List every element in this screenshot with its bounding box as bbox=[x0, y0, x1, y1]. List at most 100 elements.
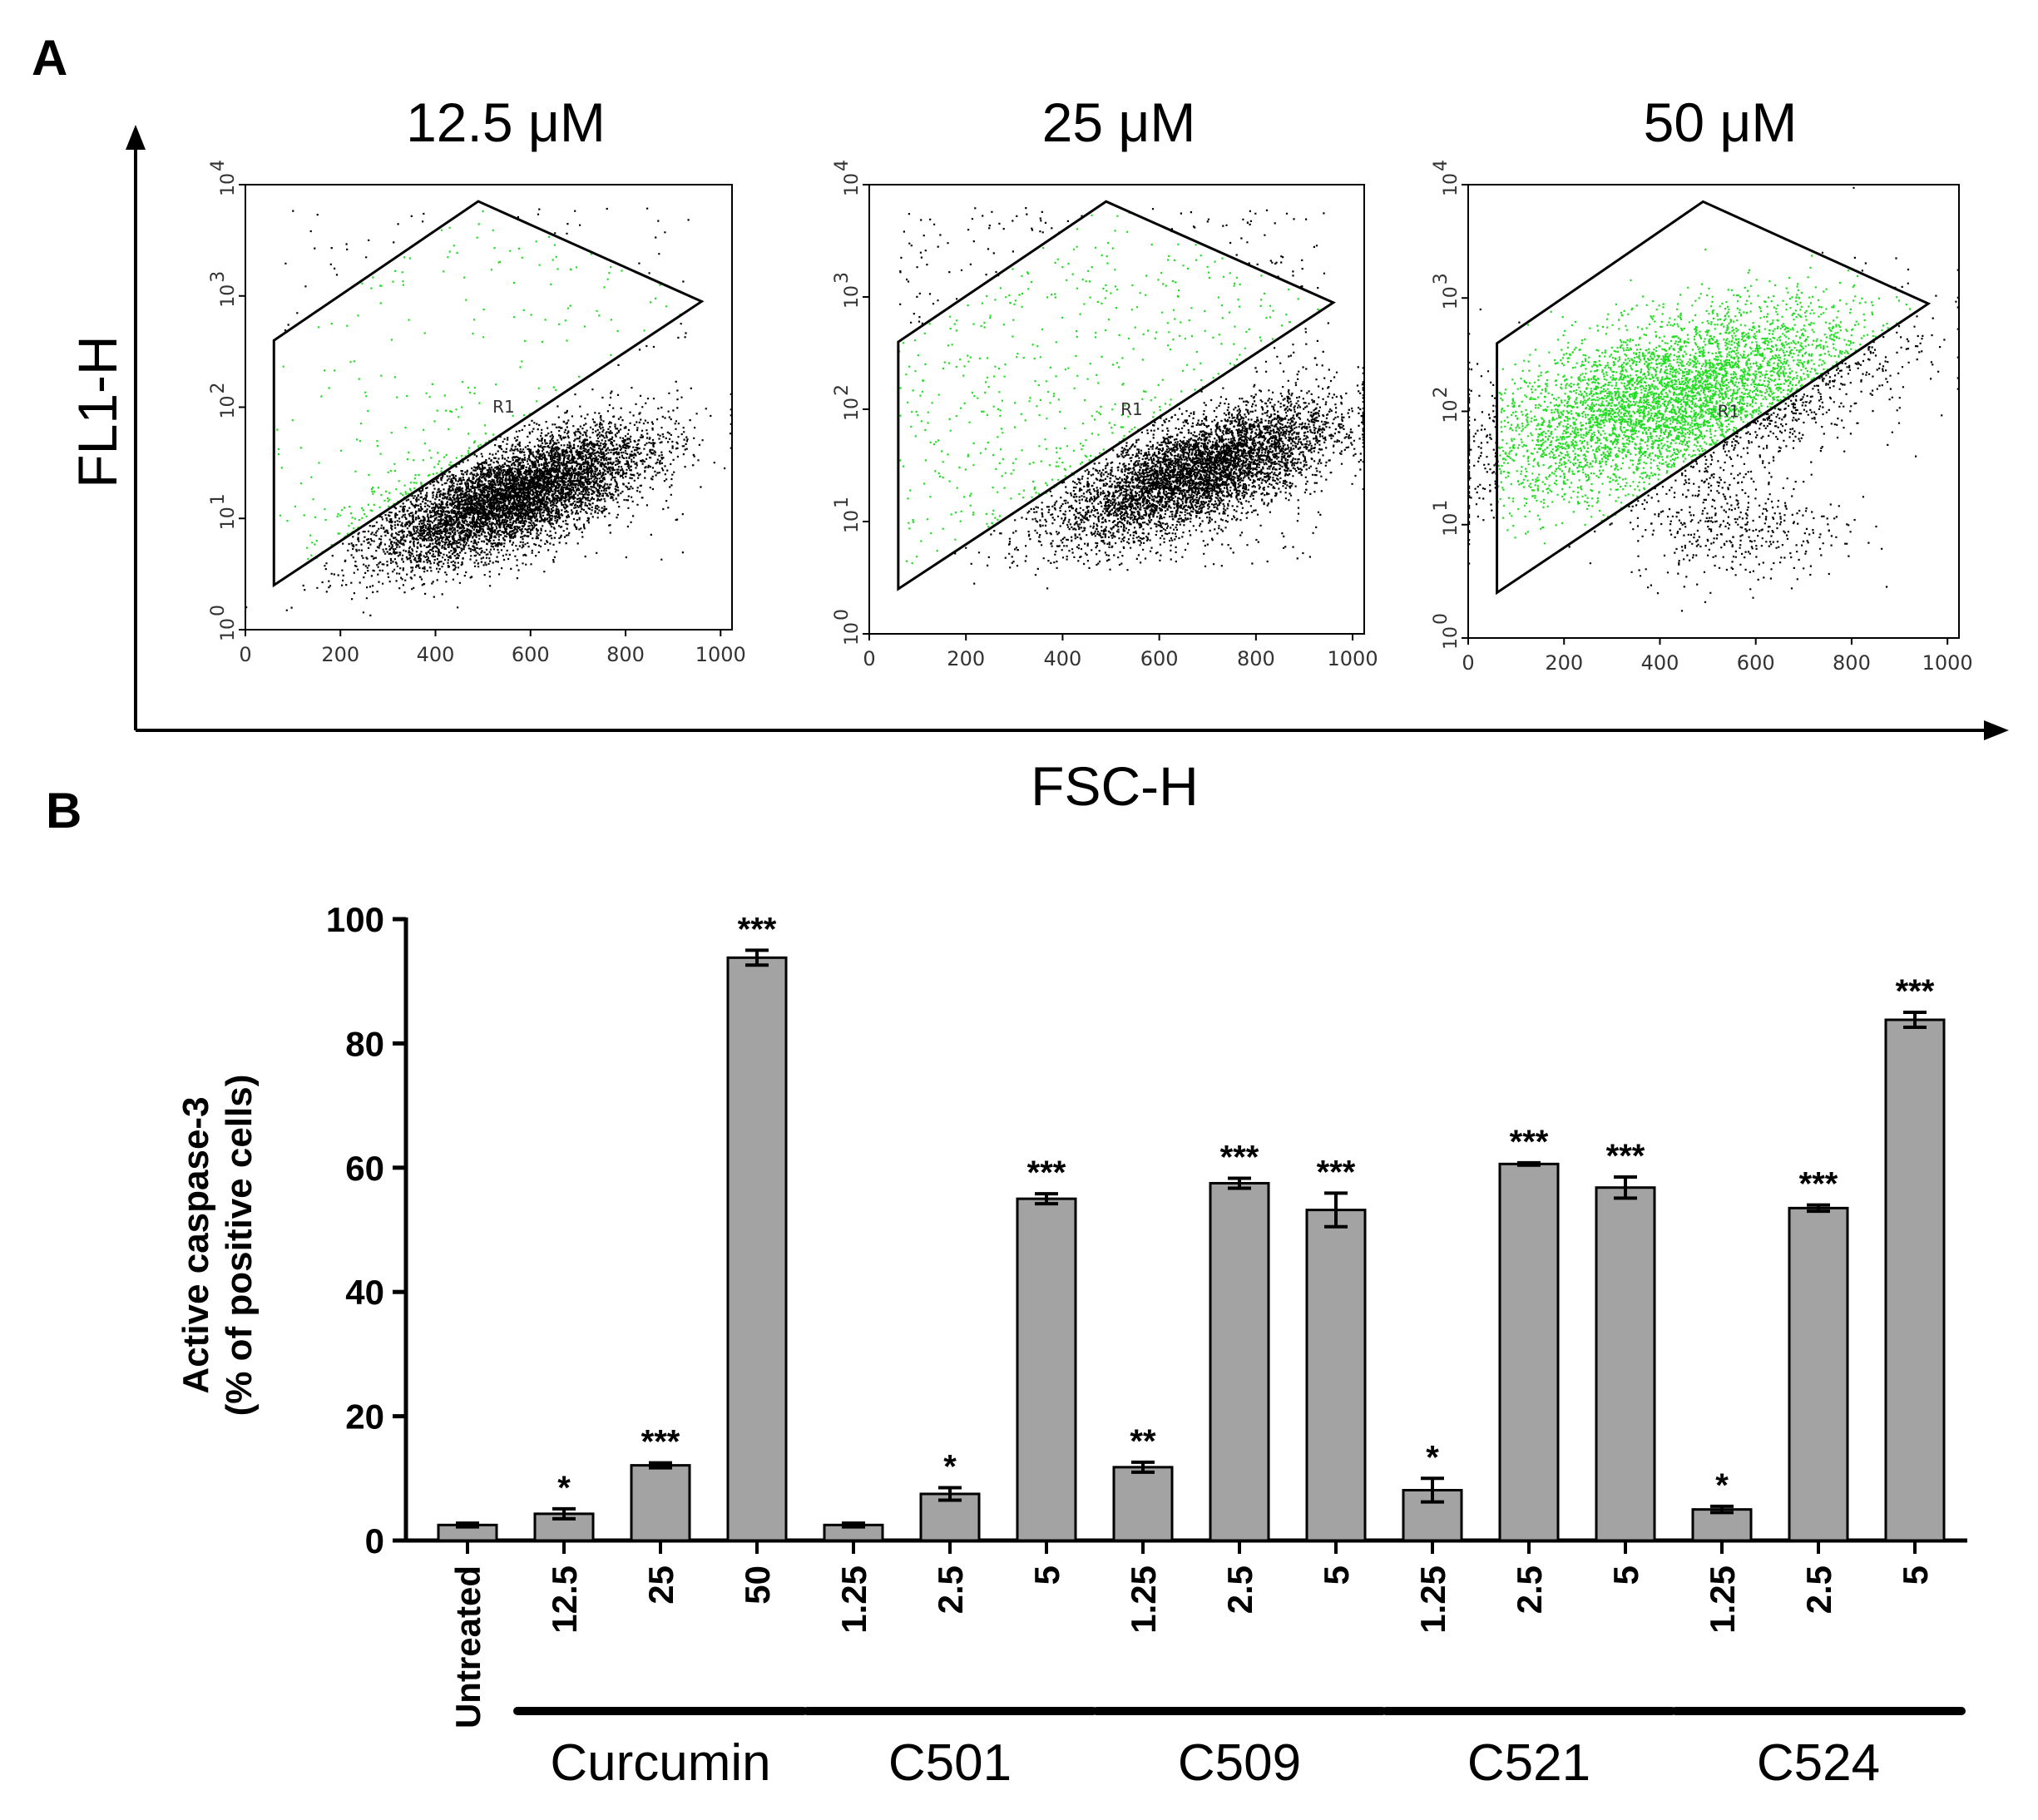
x-tick-label: 600 bbox=[512, 643, 550, 666]
y-decade-base: 10 bbox=[218, 618, 239, 641]
y-decade-exponent: 1 bbox=[208, 493, 229, 505]
y-decade-base: 10 bbox=[1441, 400, 1462, 423]
category-label: 2.5 bbox=[1510, 1565, 1549, 1614]
category-label: 5 bbox=[1317, 1565, 1356, 1585]
y-tick-label: 100 bbox=[326, 900, 384, 939]
y-decade-label: 100 bbox=[832, 609, 863, 645]
flow-plot-title: 50 μM bbox=[1644, 91, 1798, 153]
y-decade-base: 10 bbox=[842, 510, 863, 533]
y-decade-base: 10 bbox=[218, 173, 239, 196]
ungated-events bbox=[245, 207, 732, 616]
y-decade-label: 104 bbox=[1431, 160, 1462, 196]
bar-group: *** 5 bbox=[1016, 1155, 1077, 1585]
y-tick-label: 20 bbox=[345, 1397, 384, 1437]
y-decade-exponent: 0 bbox=[832, 609, 853, 621]
bar bbox=[1209, 1181, 1270, 1542]
y-decade-label: 100 bbox=[1431, 613, 1462, 650]
y-decade-exponent: 2 bbox=[1431, 387, 1452, 398]
x-tick-label: 800 bbox=[606, 643, 645, 666]
gate-label: R1 bbox=[492, 397, 515, 417]
panel-b-y-axis-label: Active caspase-3 (% of positive cells) bbox=[176, 1075, 260, 1417]
bar-group: *** 2.5 bbox=[1209, 1139, 1270, 1614]
group-label: Curcumin bbox=[550, 1734, 770, 1792]
group-bracket: Curcumin bbox=[513, 1707, 808, 1792]
category-label: 25 bbox=[641, 1565, 680, 1605]
bar-group: 1.25 bbox=[823, 1521, 884, 1634]
y-label-line2: (% of positive cells) bbox=[219, 1075, 260, 1417]
group-label: C521 bbox=[1467, 1734, 1590, 1792]
panel-a-y-axis-label: FL1-H bbox=[67, 335, 128, 487]
x-tick-label: 600 bbox=[1737, 651, 1775, 675]
x-tick-label: 600 bbox=[1140, 647, 1179, 670]
y-decade-exponent: 4 bbox=[208, 160, 229, 171]
y-tick-label: 60 bbox=[345, 1149, 384, 1188]
significance-label: *** bbox=[641, 1424, 680, 1461]
category-label: 5 bbox=[1896, 1565, 1935, 1585]
gate-label: R1 bbox=[1718, 401, 1740, 421]
bar-group: *** 5 bbox=[1305, 1154, 1367, 1585]
significance-label: *** bbox=[1896, 973, 1935, 1010]
y-decade-base: 10 bbox=[1441, 286, 1462, 309]
y-decade-base: 10 bbox=[842, 622, 863, 645]
x-tick-label: 200 bbox=[947, 647, 985, 670]
category-label: 2.5 bbox=[931, 1565, 970, 1614]
panel-a-label: A bbox=[32, 30, 67, 86]
significance-label: * bbox=[557, 1470, 571, 1506]
x-tick-label: 1000 bbox=[695, 643, 746, 666]
y-decade-base: 10 bbox=[218, 507, 239, 530]
bar-group: *** 25 bbox=[630, 1424, 691, 1605]
y-decade-exponent: 0 bbox=[1431, 613, 1452, 625]
y-decade-label: 102 bbox=[1431, 387, 1462, 423]
y-decade-exponent: 0 bbox=[208, 605, 229, 616]
flow-plot-title: 12.5 μM bbox=[406, 91, 606, 153]
x-tick-label: 1000 bbox=[1328, 647, 1378, 670]
bar bbox=[1691, 1508, 1753, 1542]
y-decade-exponent: 2 bbox=[208, 383, 229, 394]
y-decade-label: 100 bbox=[208, 605, 239, 641]
y-decade-base: 10 bbox=[218, 396, 239, 419]
flow-dots bbox=[898, 207, 1364, 590]
gated-events bbox=[1496, 248, 1912, 545]
x-tick-label: 200 bbox=[321, 643, 359, 666]
group-bracket: C521 bbox=[1382, 1707, 1676, 1792]
y-decade-label: 102 bbox=[208, 383, 239, 419]
significance-label: *** bbox=[1220, 1139, 1259, 1175]
group-label: C509 bbox=[1178, 1734, 1301, 1792]
flow-plot-frame bbox=[245, 184, 733, 631]
x-tick-label: 400 bbox=[1641, 651, 1679, 675]
ungated-events bbox=[899, 207, 1364, 590]
y-decade-exponent: 3 bbox=[208, 271, 229, 283]
y-label-line1: Active caspase-3 bbox=[176, 1096, 216, 1393]
x-tick-label: 800 bbox=[1833, 651, 1871, 675]
significance-label: *** bbox=[1027, 1155, 1066, 1191]
y-decade-label: 101 bbox=[208, 493, 239, 530]
panel-a-x-axis-label: FSC-H bbox=[1031, 755, 1199, 817]
significance-label: * bbox=[943, 1449, 957, 1486]
y-decade-label: 101 bbox=[1431, 500, 1462, 537]
category-label: 1.25 bbox=[834, 1565, 873, 1634]
flow-dots bbox=[245, 207, 732, 616]
significance-label: *** bbox=[1606, 1138, 1645, 1175]
bar-group: *** 2.5 bbox=[1788, 1166, 1849, 1614]
bar-group: * 1.25 bbox=[1402, 1439, 1463, 1634]
y-decade-label: 104 bbox=[208, 160, 239, 196]
bar bbox=[1305, 1209, 1367, 1542]
gate-r1 bbox=[897, 200, 1336, 591]
group-bracket: C524 bbox=[1671, 1707, 1966, 1792]
panel-b-label: B bbox=[46, 783, 82, 838]
bar-group: ** 1.25 bbox=[1112, 1423, 1174, 1634]
y-tick-label: 40 bbox=[345, 1273, 384, 1312]
y-decade-label: 101 bbox=[832, 497, 863, 533]
y-decade-label: 103 bbox=[208, 271, 239, 308]
y-decade-base: 10 bbox=[1441, 626, 1462, 650]
y-decade-base: 10 bbox=[1441, 513, 1462, 537]
bar bbox=[630, 1464, 691, 1542]
bar bbox=[726, 956, 788, 1542]
bar bbox=[1788, 1206, 1849, 1542]
y-tick-label: 0 bbox=[365, 1521, 384, 1560]
x-tick-label: 200 bbox=[1545, 651, 1583, 675]
y-decade-base: 10 bbox=[218, 284, 239, 308]
bar-group: *** 2.5 bbox=[1498, 1124, 1560, 1614]
